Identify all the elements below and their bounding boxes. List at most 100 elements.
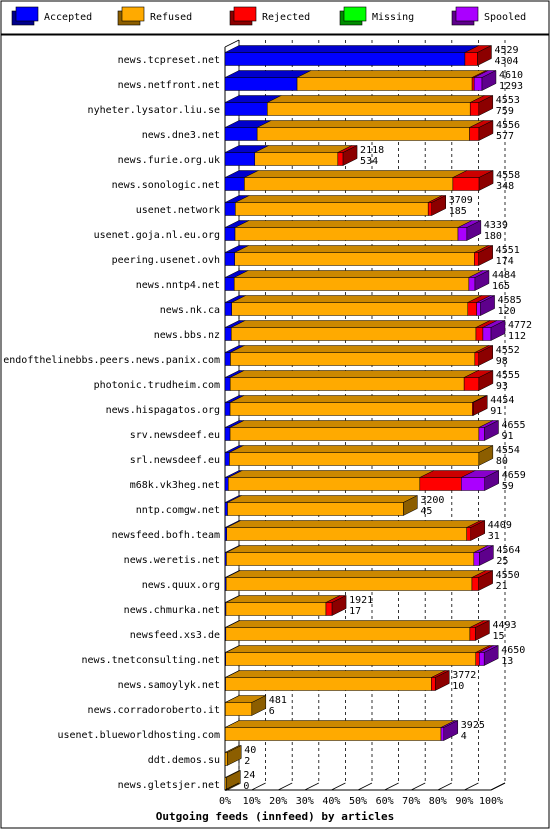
bar-group bbox=[224, 520, 486, 541]
category-label: ddt.demos.su bbox=[148, 755, 220, 766]
bar-group bbox=[224, 320, 506, 341]
bar-segment bbox=[224, 527, 227, 541]
x-tick bbox=[331, 782, 346, 791]
bar-segment-top bbox=[229, 395, 487, 403]
category-label: news.bbs.nz bbox=[154, 330, 220, 341]
bar-segment-top bbox=[225, 720, 456, 728]
bar-group bbox=[224, 495, 418, 516]
category-label: photonic.trudheim.com bbox=[94, 380, 220, 391]
bar-segment bbox=[475, 652, 480, 666]
bar-segment-top bbox=[228, 470, 434, 478]
bar-segment bbox=[224, 477, 229, 491]
total-value: 4551 bbox=[496, 245, 520, 256]
bar-group bbox=[224, 370, 494, 391]
bar-segment bbox=[427, 202, 432, 216]
bar-segment bbox=[475, 327, 484, 341]
accepted-value: 348 bbox=[496, 181, 514, 192]
bar-segment-top bbox=[225, 620, 484, 628]
bar-segment bbox=[440, 727, 445, 741]
total-value: 4554 bbox=[496, 445, 520, 456]
x-tick-label: 20% bbox=[269, 796, 287, 807]
bar-segment bbox=[476, 302, 481, 316]
bar-segment bbox=[473, 552, 480, 566]
bar-segment bbox=[224, 352, 231, 366]
total-value: 4650 bbox=[501, 645, 525, 656]
bar-segment bbox=[468, 277, 476, 291]
bar-segment-side bbox=[431, 195, 446, 216]
bar-segment bbox=[224, 152, 256, 166]
bar-segment bbox=[226, 552, 475, 566]
legend-swatch bbox=[455, 6, 479, 22]
bar-segment bbox=[474, 252, 479, 266]
total-value: 4772 bbox=[508, 320, 532, 331]
bar-segment bbox=[244, 177, 454, 191]
bar-segment bbox=[452, 177, 480, 191]
bar-group bbox=[224, 395, 488, 416]
accepted-value: 185 bbox=[449, 206, 467, 217]
bar-segment bbox=[224, 77, 298, 91]
bar-segment bbox=[224, 252, 235, 266]
x-tick-label: 10% bbox=[243, 796, 261, 807]
bar-segment bbox=[224, 177, 245, 191]
bar-segment bbox=[224, 377, 231, 391]
bar-segment-top bbox=[257, 120, 484, 128]
bar-segment bbox=[457, 227, 468, 241]
bar-group bbox=[224, 170, 494, 191]
accepted-value: 80 bbox=[496, 456, 508, 467]
category-label: news.samoylyk.net bbox=[118, 680, 220, 691]
legend: Accepted Refused Rejected Missing Spooled bbox=[11, 6, 526, 26]
bar-segment bbox=[469, 127, 480, 141]
category-label: news.nntp4.net bbox=[136, 280, 220, 291]
accepted-value: 59 bbox=[502, 481, 514, 492]
bar-segment-side bbox=[478, 445, 494, 466]
category-label: m68k.vk3heg.net bbox=[130, 480, 220, 491]
bar-segment bbox=[229, 452, 480, 466]
x-tick-label: 60% bbox=[376, 796, 394, 807]
bar-group bbox=[224, 545, 494, 566]
bar-segment-side bbox=[251, 695, 267, 716]
bar-group bbox=[224, 620, 490, 641]
category-label: peering.usenet.ovh bbox=[112, 255, 220, 266]
bar-segment bbox=[469, 627, 476, 641]
bar-segment bbox=[478, 427, 485, 441]
total-value: 24 bbox=[243, 770, 255, 781]
bar-segment-top bbox=[234, 270, 483, 278]
category-label: news.netfront.net bbox=[118, 80, 220, 91]
bar-segment bbox=[224, 752, 228, 766]
plot-frame bbox=[0, 34, 550, 829]
category-label: usenet.goja.nl.eu.org bbox=[94, 230, 220, 241]
bar-segment-side bbox=[226, 745, 242, 766]
bar-segment-top bbox=[235, 195, 443, 203]
accepted-value: 91 bbox=[501, 431, 513, 442]
accepted-value: 21 bbox=[496, 581, 508, 592]
accepted-value: 174 bbox=[496, 256, 514, 267]
bar-group bbox=[224, 420, 499, 441]
bar-segment bbox=[419, 477, 462, 491]
total-value: 4655 bbox=[501, 420, 525, 431]
bar-segment bbox=[469, 102, 480, 116]
bar-group bbox=[224, 145, 358, 166]
accepted-value: 91 bbox=[490, 406, 502, 417]
bar-segment-side bbox=[443, 720, 459, 741]
category-label: newsfeed.xs3.de bbox=[130, 630, 220, 641]
bar-group bbox=[224, 770, 241, 791]
legend-item-spooled: Spooled bbox=[451, 6, 526, 26]
bar-segment bbox=[467, 302, 477, 316]
total-value: 4558 bbox=[496, 170, 520, 181]
x-tick-label: 80% bbox=[429, 796, 447, 807]
bar-group bbox=[224, 645, 499, 666]
x-tick-label: 90% bbox=[455, 796, 473, 807]
bar-segment bbox=[254, 152, 339, 166]
total-value: 40 bbox=[244, 745, 256, 756]
bar-segment bbox=[227, 502, 404, 516]
x-tick bbox=[464, 782, 479, 791]
legend-label: Rejected bbox=[262, 12, 310, 23]
bar-segment-side bbox=[478, 95, 494, 116]
bar-segment-side bbox=[484, 470, 499, 491]
bar-group bbox=[224, 195, 446, 216]
total-value: 4550 bbox=[496, 570, 520, 581]
bar-segment-side bbox=[478, 570, 493, 591]
bar-segment-top bbox=[267, 95, 485, 103]
accepted-value: 17 bbox=[349, 606, 361, 617]
total-value: 4339 bbox=[484, 220, 508, 231]
